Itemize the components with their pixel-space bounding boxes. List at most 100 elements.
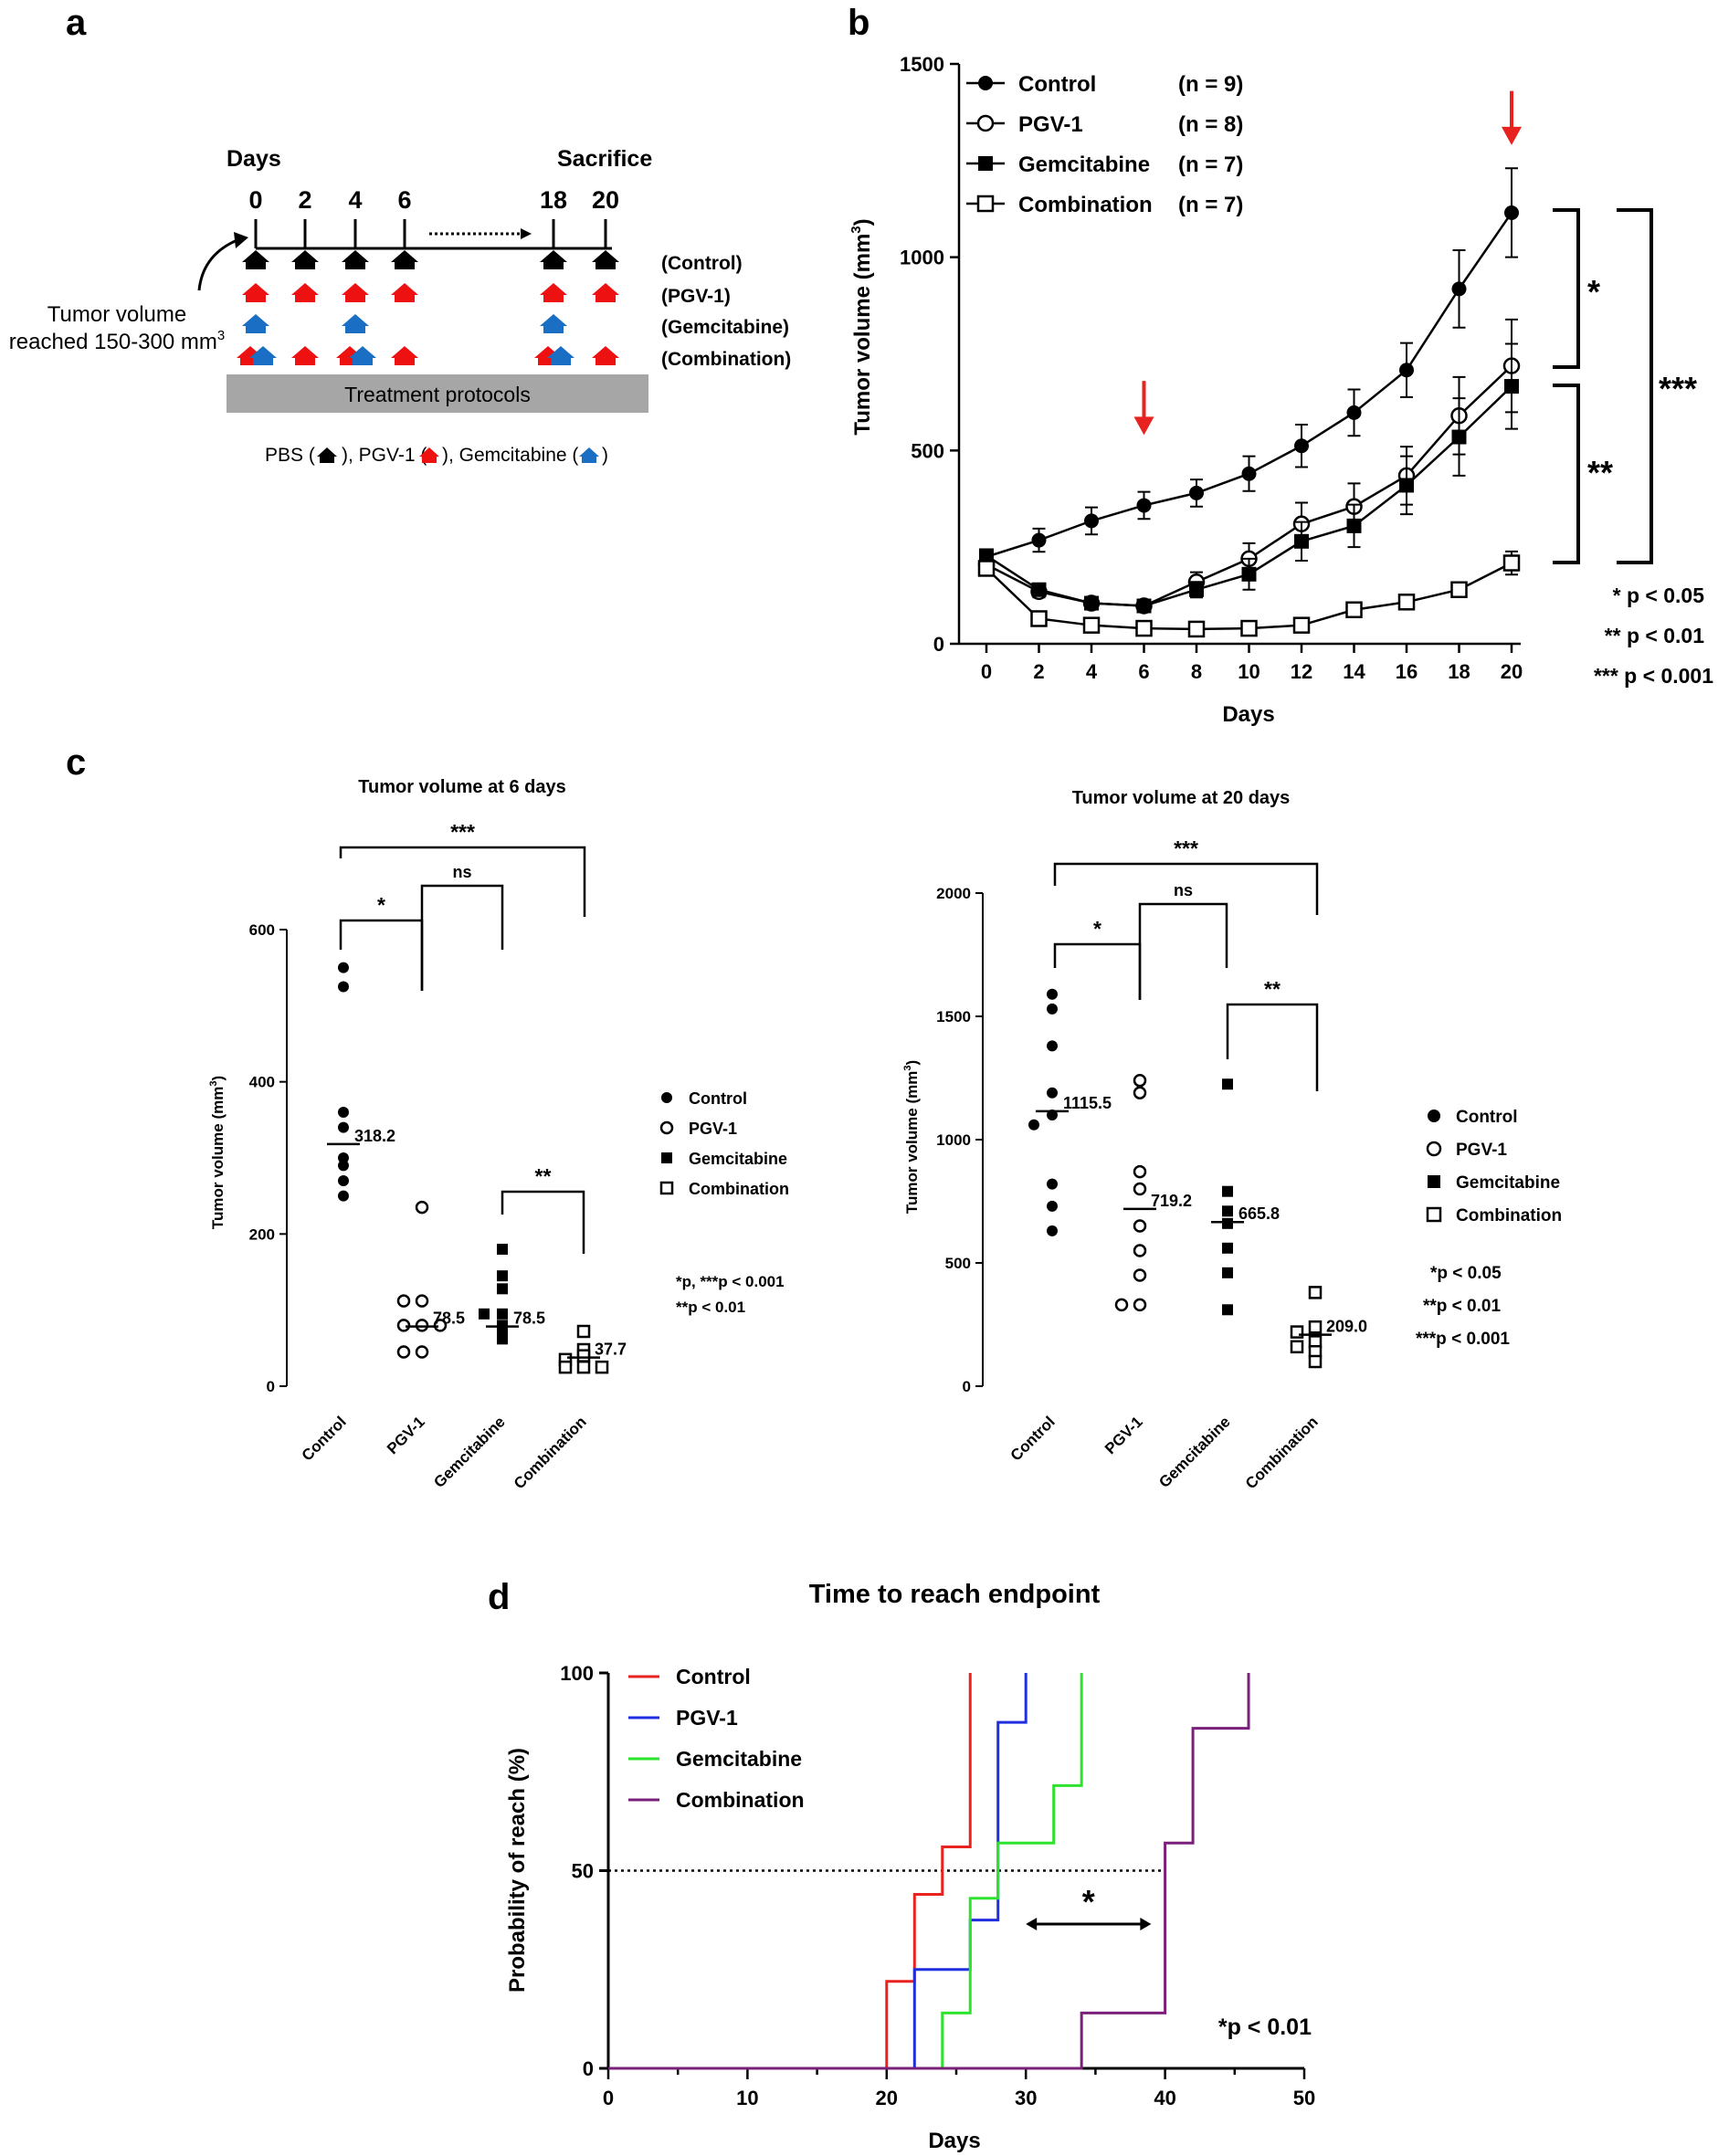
cl-group-combination: 37.7 [558, 1324, 627, 1374]
cr-bracket [1053, 942, 1142, 1000]
b-legend-n: (n = 9) [1178, 72, 1243, 97]
b-series-combination [977, 550, 1521, 638]
b-series-gemcitabine [979, 342, 1519, 614]
b-legend-marker [976, 114, 995, 132]
panel-label-a: a [66, 3, 87, 43]
cr-point [1308, 1286, 1323, 1299]
dose-arrow-gem [242, 314, 269, 333]
cl-point [497, 1244, 508, 1255]
b-legend-label: Control [1018, 72, 1096, 97]
b-legend-n: (n = 7) [1178, 152, 1243, 177]
cl-legend-marker [661, 1152, 672, 1163]
cl-point [576, 1360, 591, 1374]
cl-point [338, 1107, 349, 1118]
timeline-day-18: 18 [540, 186, 567, 214]
b-point [1189, 582, 1204, 597]
cr-legend: Control PGV-1 Gemcitabine Combination [1426, 1108, 1562, 1225]
panel-label-d: d [488, 1577, 510, 1617]
cr-point [1222, 1242, 1233, 1254]
b-x-tick-label: 14 [1343, 660, 1365, 683]
cl-point [338, 1121, 349, 1133]
cl-point [338, 1190, 349, 1202]
cl-point [497, 1283, 508, 1295]
b-significance-brackets: * ** *** [1553, 208, 1697, 564]
timeline-day-6: 6 [397, 186, 411, 214]
b-point [1135, 619, 1153, 637]
cr-point [1047, 1225, 1058, 1236]
d-step-control [608, 1673, 972, 2070]
b-point [1504, 379, 1519, 394]
cr-bracket-label: *** [1174, 836, 1198, 860]
dose-arrow-pgv [592, 346, 619, 365]
group-label-2: (Gemcitabine) [661, 317, 789, 338]
cl-point [396, 1345, 411, 1359]
timeline-dotted-arrowhead [521, 228, 532, 239]
dose-arrows [237, 250, 619, 365]
b-point [1136, 598, 1152, 614]
b-legend-label: Gemcitabine [1018, 152, 1150, 177]
cr-point [1114, 1298, 1129, 1312]
dose-legend-close: ) [602, 445, 608, 466]
cl-note-1: *p, ***p < 0.001 [676, 1273, 785, 1290]
cl-x-tick-label: Gemcitabine [430, 1413, 509, 1491]
start-note-line1: Tumor volume [47, 302, 186, 327]
cl-point [415, 1345, 429, 1359]
cr-legend-marker [1426, 1206, 1442, 1223]
b-sig-note-2: ** p < 0.01 [1605, 624, 1705, 647]
cr-bracket-label: * [1093, 917, 1101, 941]
cr-legend-label: Combination [1456, 1206, 1562, 1225]
b-point [1399, 478, 1414, 493]
b-red-arrowhead [1502, 126, 1522, 145]
cr-bracket-label: ** [1264, 977, 1281, 1001]
b-point [977, 560, 996, 577]
cr-point [1222, 1217, 1233, 1229]
d-legend-label: PGV-1 [676, 1706, 738, 1730]
b-point [1346, 405, 1362, 420]
b-bracket-triple [1617, 208, 1653, 564]
cr-legend-label: Gemcitabine [1456, 1173, 1560, 1193]
cl-brackets: ***ns*** [339, 820, 586, 1254]
dose-arrow-pgv [291, 283, 319, 302]
cl-legend-marker [661, 1092, 672, 1103]
cl-group-control: 318.2 [327, 962, 395, 1202]
treatment-protocol-bar [227, 374, 648, 413]
dose-arrow-gem [349, 346, 376, 365]
b-x-tick-label: 8 [1191, 660, 1202, 683]
group-label-1: (PGV-1) [661, 286, 731, 307]
b-point [1502, 554, 1521, 572]
d-x-tick-label: 10 [736, 2087, 758, 2109]
dose-arrow-pgv [391, 283, 418, 302]
cl-point [497, 1333, 508, 1345]
cr-point [1047, 1178, 1058, 1190]
cr-point [1222, 1304, 1233, 1316]
cl-bracket [501, 1190, 585, 1254]
timeline-day-4: 4 [348, 186, 362, 214]
dose-arrow-pgv [291, 346, 319, 365]
cr-point [1308, 1320, 1323, 1334]
b-legend-n: (n = 7) [1178, 193, 1243, 217]
cl-point [595, 1360, 609, 1374]
cl-legend-marker [659, 1181, 674, 1195]
cl-legend-label: Control [689, 1089, 747, 1108]
b-point [1241, 466, 1257, 481]
cr-point [1028, 1119, 1039, 1131]
b-bracket-single [1553, 208, 1580, 369]
panel-b-growth-chart: 0 500 1000 1500 0 2 4 6 8 10 12 14 16 18 20 Control (n … [848, 53, 1713, 727]
d-x-axis-label: Days [928, 2129, 980, 2153]
cr-y-axis-label: Tumor volume (mm3) [902, 1060, 921, 1214]
b-x-tick-label: 16 [1396, 660, 1418, 683]
cr-bracket [1053, 862, 1319, 915]
cl-y-tick-label: 200 [249, 1225, 275, 1243]
dose-legend-pgv: ), PGV-1 ( [342, 445, 427, 466]
cl-point [415, 1294, 429, 1308]
cl-points: 318.2 78.5 78.5 37.7 [327, 962, 627, 1374]
cr-point [1133, 1268, 1147, 1282]
b-x-tick-label: 10 [1238, 660, 1260, 683]
cr-mean-label: 1115.5 [1063, 1094, 1112, 1112]
group-labels: (Control) (PGV-1) (Gemcitabine) (Combinatio… [661, 253, 791, 370]
panel-c-right-scatter: Tumor volume at 20 days 0 500 1000 1500 2000… [902, 788, 1562, 1492]
cl-y-tick-label: 600 [249, 921, 275, 939]
sacrifice-heading: Sacrifice [557, 146, 652, 172]
timeline-day-20: 20 [592, 186, 619, 214]
start-note-line2: reached 150-300 mm3 [9, 328, 225, 354]
